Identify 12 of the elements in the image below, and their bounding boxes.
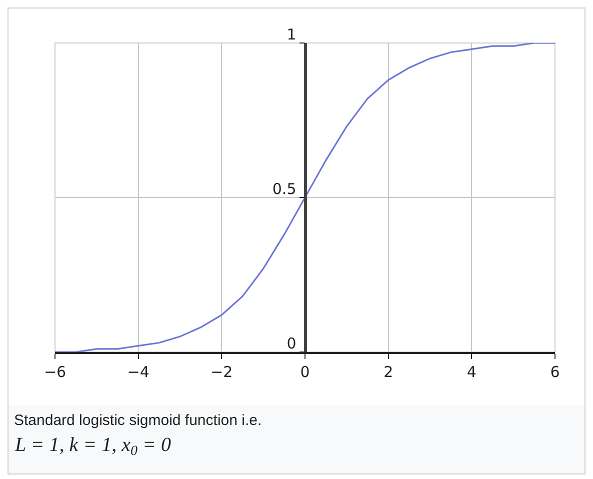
text: Standard logistic sigmoid function i.e. — [14, 412, 262, 429]
y-tick-label: 0 — [286, 334, 296, 352]
x-tick-label: 2 — [384, 362, 394, 381]
x-tick-label: 4 — [466, 362, 476, 381]
y-tick-label: 1 — [286, 25, 296, 44]
x-tick-label: −6 — [44, 362, 66, 381]
x-tick-label: −4 — [127, 362, 150, 381]
y-tick-label: 0.5 — [272, 180, 296, 198]
text: L = 1, k = 1, x$_{0}$ = 0 — [14, 434, 172, 460]
x-tick-label: 0 — [300, 362, 310, 381]
x-tick-label: 6 — [550, 362, 560, 381]
x-tick-label: −2 — [210, 362, 233, 381]
